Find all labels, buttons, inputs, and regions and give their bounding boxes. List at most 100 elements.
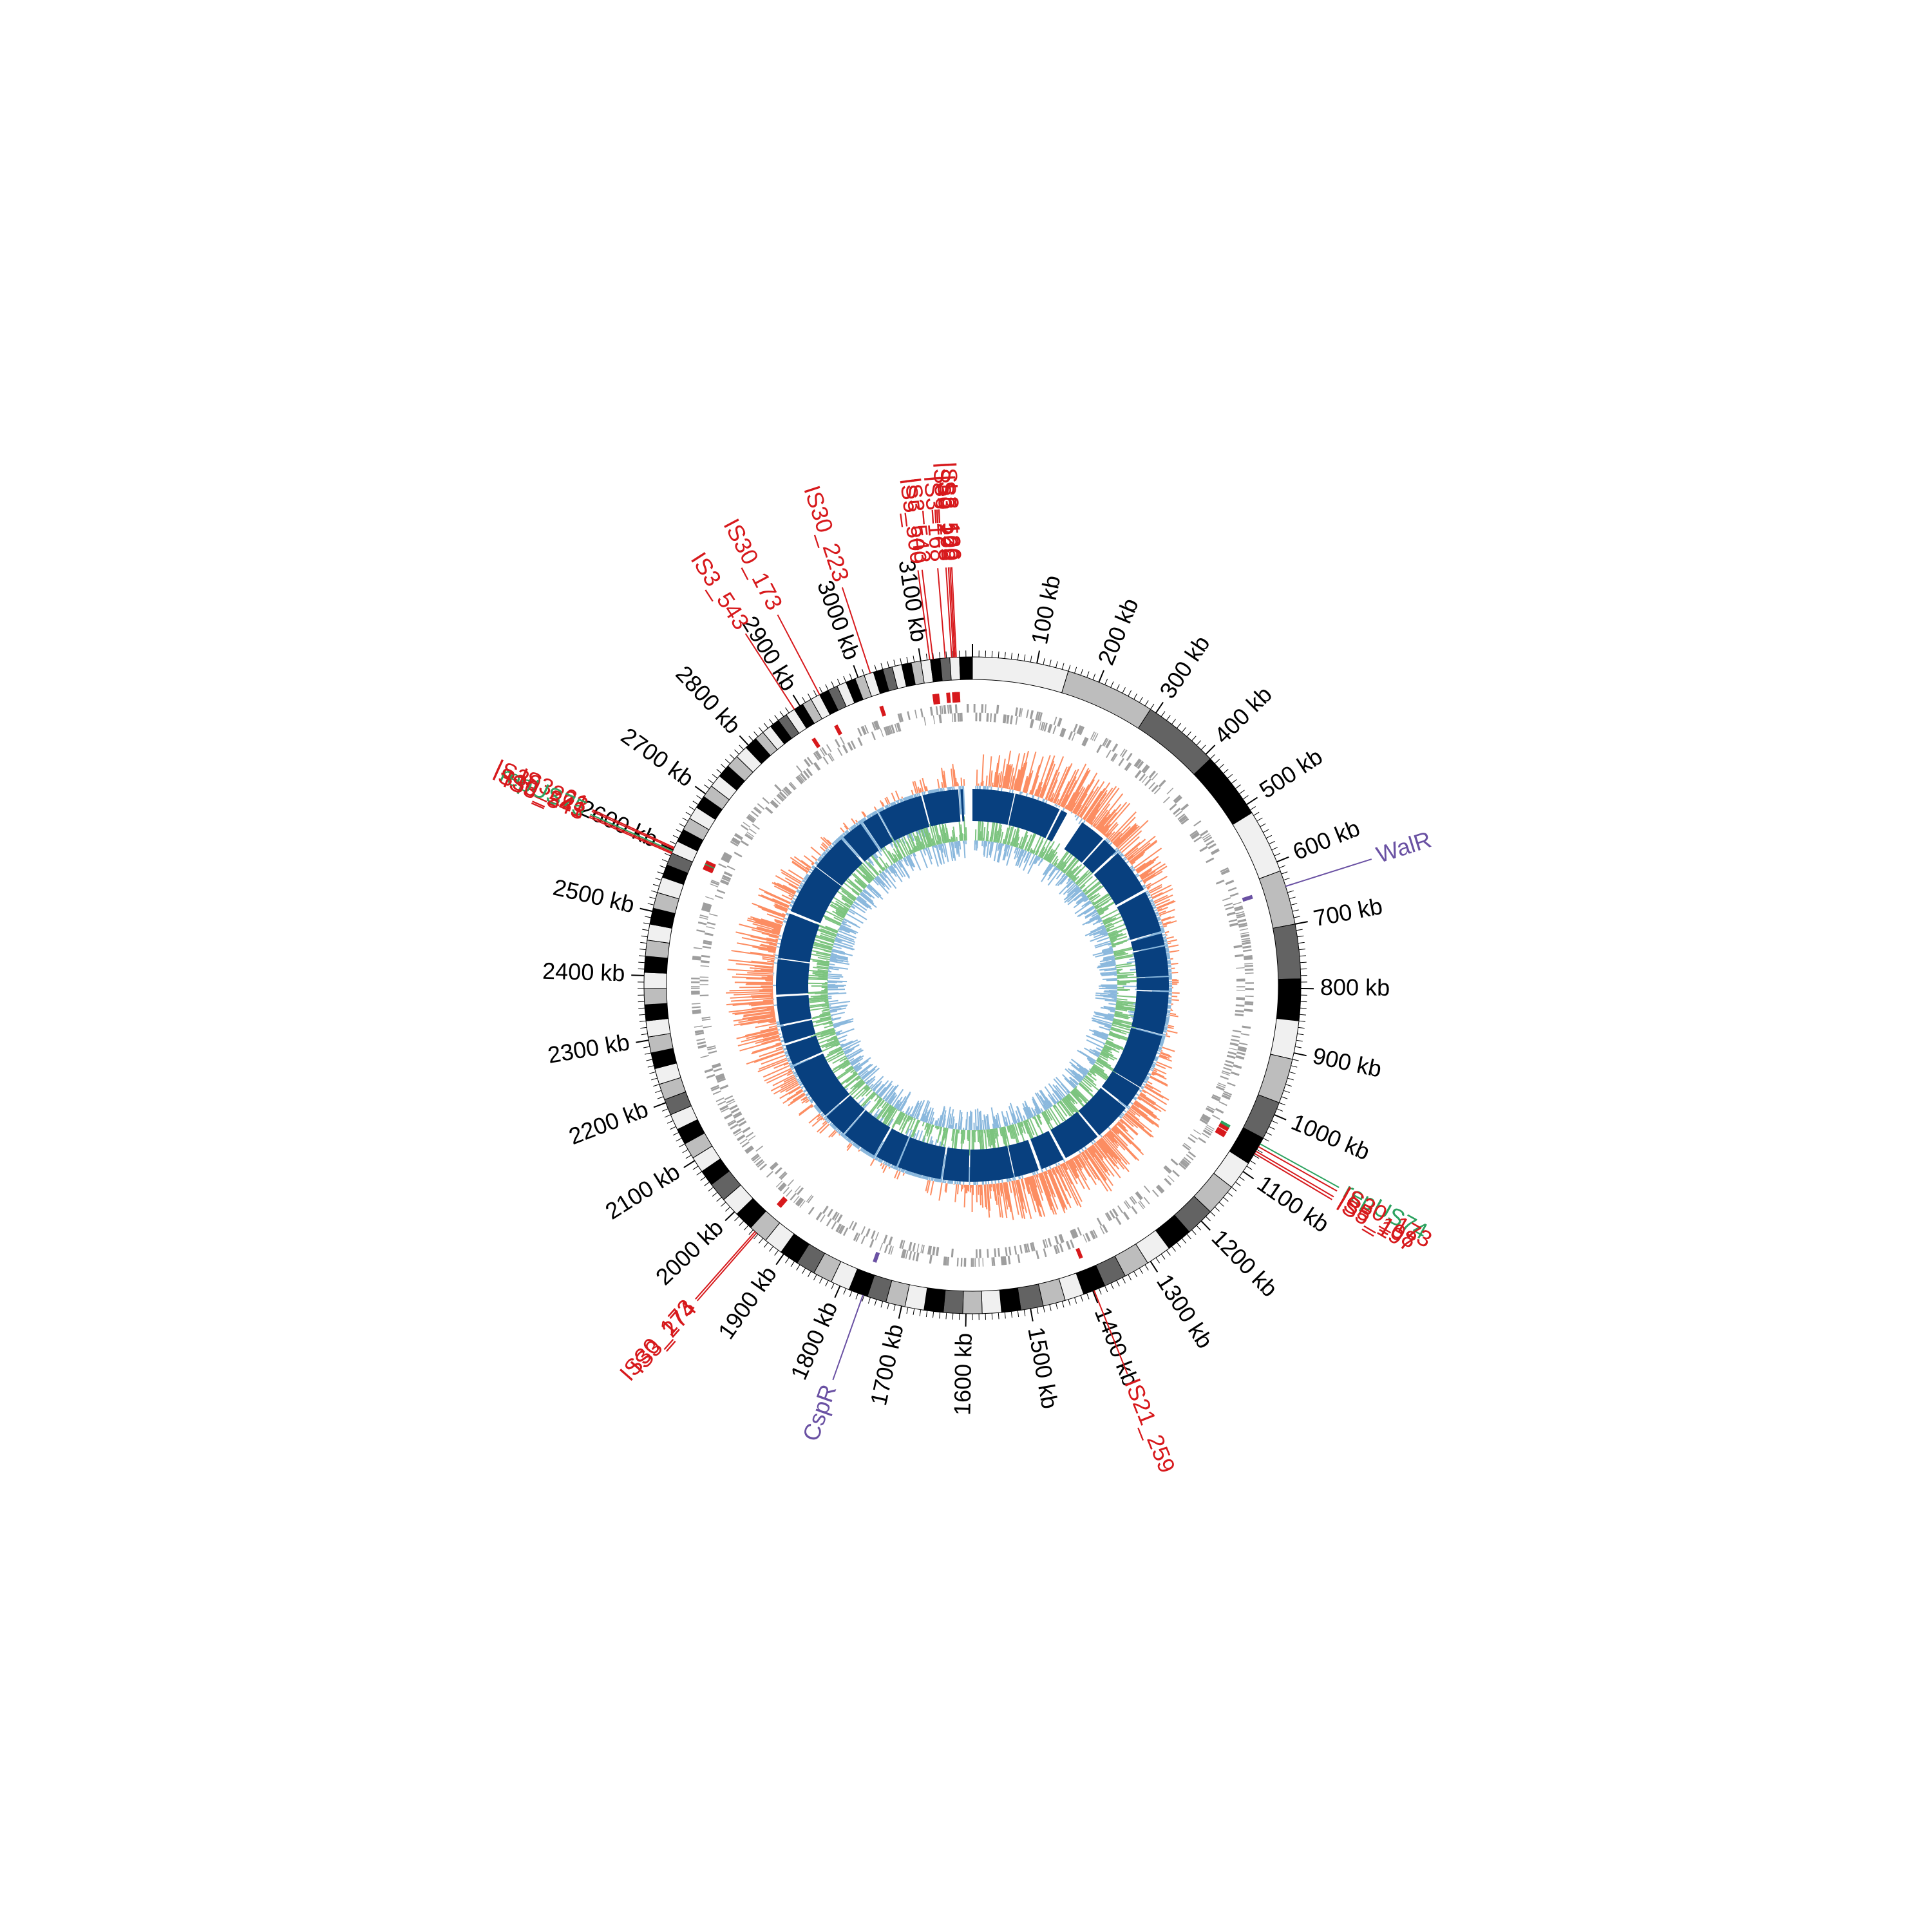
- gc-mark: [1098, 804, 1122, 831]
- gene-bar: [1235, 1055, 1245, 1060]
- skew-mark: [1001, 1111, 1007, 1127]
- gene-bar: [819, 748, 826, 757]
- gene-bar: [857, 737, 863, 746]
- feature-leader: [1254, 1153, 1332, 1200]
- gc-mark: [1066, 1161, 1068, 1164]
- gene-bar: [753, 1157, 761, 1164]
- skew-mark: [951, 829, 955, 842]
- gene-bar: [711, 879, 720, 884]
- gc-mark: [1069, 1159, 1077, 1171]
- skew-mark: [1065, 859, 1080, 876]
- gene-bar: [1019, 1245, 1023, 1254]
- gene-bar: [742, 1126, 751, 1133]
- skew-mark: [1000, 1127, 1005, 1144]
- skew-mark: [1080, 1081, 1094, 1092]
- gene-bar: [871, 731, 876, 741]
- gene-bar: [1223, 1066, 1232, 1072]
- minor-tick: [1023, 654, 1026, 661]
- gene-bar: [692, 956, 701, 959]
- gene-bar: [762, 797, 770, 804]
- skew-mark: [940, 844, 944, 853]
- skew-mark: [904, 857, 907, 862]
- gc-mark: [1034, 1175, 1044, 1201]
- skew-mark: [809, 949, 831, 956]
- skew-mark: [807, 978, 828, 981]
- skew-mark: [876, 875, 890, 891]
- skew-mark: [848, 909, 855, 915]
- gc-mark: [1046, 1170, 1066, 1214]
- gc-mark: [1023, 777, 1029, 793]
- skew-mark: [849, 871, 867, 887]
- gc-mark: [1036, 781, 1043, 797]
- gene-bar: [1061, 728, 1066, 737]
- gene-bar: [974, 1258, 976, 1267]
- gc-mark: [951, 768, 954, 787]
- skew-mark: [1066, 889, 1082, 903]
- gc-mark: [1066, 1160, 1077, 1179]
- gc-mark: [762, 958, 775, 961]
- feature-label: CspR: [797, 1381, 842, 1444]
- minor-tick: [721, 764, 726, 769]
- gc-mark: [1164, 931, 1170, 934]
- skew-mark: [846, 913, 864, 924]
- skew-mark: [1101, 1049, 1114, 1057]
- gc-mark: [822, 842, 829, 849]
- minor-tick: [1242, 795, 1249, 800]
- skew-mark: [1103, 951, 1113, 955]
- skew-mark: [934, 845, 936, 849]
- skew-mark: [853, 1065, 858, 1070]
- major-tick: [1242, 1171, 1255, 1180]
- gene-bar: [734, 851, 743, 858]
- gc-mark: [1072, 1157, 1087, 1181]
- gene-bar: [1106, 750, 1112, 759]
- skew-mark: [1104, 999, 1117, 1003]
- feature-marker: [811, 737, 820, 748]
- gc-mark: [1095, 793, 1124, 829]
- gene-bar: [798, 774, 805, 782]
- skew-mark: [838, 1038, 847, 1043]
- gc-mark: [1142, 943, 1168, 951]
- skew-mark: [871, 1084, 878, 1091]
- gene-bar: [1206, 1107, 1215, 1113]
- gc-mark: [772, 929, 781, 933]
- gc-mark: [860, 819, 864, 824]
- gc-mark: [750, 994, 773, 997]
- gc-mark: [1050, 797, 1054, 802]
- skew-mark: [1115, 963, 1132, 967]
- gc-mark: [1144, 1085, 1170, 1101]
- gc-mark: [1009, 1181, 1012, 1193]
- gc-mark: [1157, 1049, 1161, 1052]
- gc-mark: [1068, 1160, 1085, 1189]
- gc-mark: [1084, 1149, 1107, 1180]
- skew-mark: [1069, 1079, 1077, 1087]
- minor-tick: [1166, 715, 1171, 721]
- gene-bar: [717, 1078, 726, 1083]
- skew-mark: [835, 937, 855, 945]
- gc-mark: [1068, 1159, 1080, 1177]
- skew-mark: [986, 841, 990, 858]
- skew-mark: [1104, 1016, 1113, 1020]
- gene-bar: [1212, 1094, 1221, 1099]
- minor-tick: [1068, 1299, 1071, 1306]
- homology-block: [1083, 840, 1117, 874]
- gc-mark: [1165, 1035, 1171, 1037]
- major-tick: [1293, 1052, 1307, 1057]
- gc-mark: [1106, 1132, 1119, 1147]
- minor-tick: [1191, 1229, 1197, 1235]
- minor-tick: [808, 1271, 811, 1278]
- skew-mark: [858, 895, 867, 903]
- gc-mark: [1083, 788, 1106, 820]
- skew-mark: [911, 1103, 920, 1118]
- gc-mark: [761, 943, 777, 949]
- gc-mark: [736, 1028, 778, 1039]
- gene-bar: [884, 1244, 889, 1253]
- gc-mark: [1162, 920, 1177, 926]
- skew-mark: [1094, 896, 1112, 908]
- gene-bar: [936, 1247, 940, 1256]
- minor-tick: [843, 676, 847, 683]
- gc-mark: [1050, 1168, 1055, 1175]
- skew-mark: [1052, 1084, 1065, 1099]
- gc-mark: [1077, 1154, 1086, 1166]
- gc-mark: [1139, 868, 1153, 878]
- skew-mark: [1033, 1116, 1040, 1128]
